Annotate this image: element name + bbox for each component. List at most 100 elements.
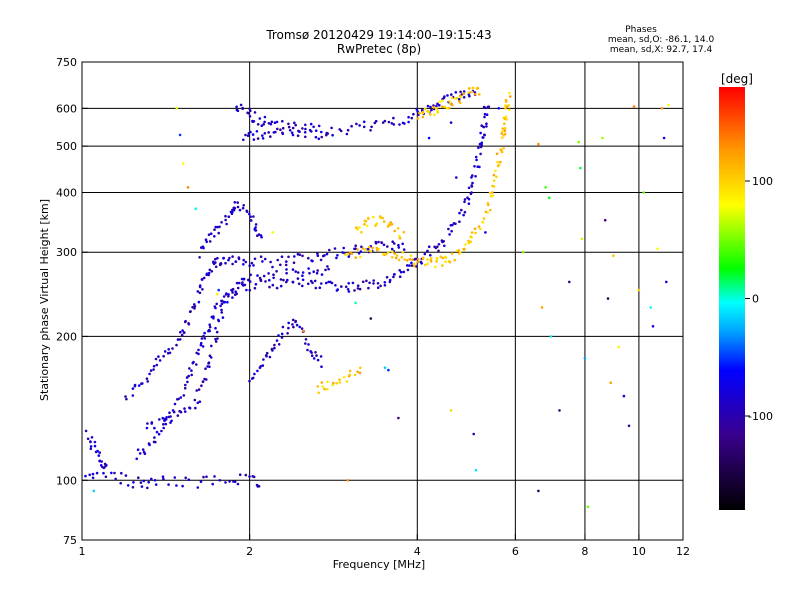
scatter-point <box>449 121 453 124</box>
echo-point <box>163 419 166 423</box>
y-tick-label: 500 <box>56 140 77 153</box>
echo-point <box>215 330 219 334</box>
echo-point <box>259 255 263 258</box>
echo-point <box>232 208 236 212</box>
scatter-point <box>617 345 620 349</box>
echo-point <box>213 228 216 231</box>
echo-point <box>285 260 288 263</box>
echo-point <box>435 104 438 108</box>
echo-point <box>220 302 224 306</box>
echo-point <box>258 117 262 120</box>
echo-point <box>238 281 241 285</box>
echo-point <box>434 265 437 269</box>
echo-point <box>345 380 349 383</box>
echo-point <box>492 179 496 182</box>
scatter-point <box>649 306 652 309</box>
scatter-point <box>186 186 190 189</box>
echo-point <box>196 290 200 293</box>
echo-point <box>501 127 505 130</box>
echo-point <box>248 475 251 478</box>
echo-point <box>162 426 165 430</box>
echo-point <box>303 131 307 134</box>
echo-point <box>258 276 262 280</box>
echo-point <box>244 133 247 137</box>
echo-point <box>386 245 389 248</box>
echo-point <box>300 327 304 330</box>
echo-point <box>201 288 204 291</box>
echo-point <box>227 258 230 262</box>
echo-point <box>383 281 387 284</box>
echo-point <box>162 354 165 358</box>
echo-point <box>358 226 361 229</box>
scatter-point <box>383 366 387 370</box>
echo-point <box>383 119 387 123</box>
echo-point <box>248 264 251 268</box>
echo-point <box>429 260 433 263</box>
echo-point <box>437 249 440 253</box>
echo-point <box>313 279 317 283</box>
echo-point <box>287 255 290 259</box>
echo-point <box>360 245 363 249</box>
echo-point <box>366 247 370 251</box>
echo-point <box>501 130 504 133</box>
echo-point <box>304 342 307 345</box>
echo-point <box>348 369 352 373</box>
echo-point <box>474 231 477 235</box>
echo-point <box>438 100 442 104</box>
echo-point <box>145 426 149 430</box>
echo-point <box>296 277 300 280</box>
echo-point <box>262 358 265 361</box>
echo-point <box>175 484 178 487</box>
echo-point <box>212 317 215 320</box>
echo-point <box>479 152 482 156</box>
echo-point <box>294 319 298 323</box>
echo-point <box>287 321 291 325</box>
echo-point <box>469 235 473 238</box>
echo-point <box>248 379 251 383</box>
scatter-point <box>662 136 666 140</box>
echo-point <box>344 253 347 256</box>
echo-point <box>262 274 266 278</box>
echo-point <box>312 125 315 129</box>
echo-point <box>199 480 203 484</box>
echo-point <box>208 354 212 358</box>
echo-point <box>426 262 430 266</box>
echo-point <box>479 131 482 135</box>
echo-point <box>198 400 202 404</box>
echo-point <box>324 268 327 272</box>
echo-point <box>256 137 260 140</box>
echo-point <box>197 388 201 391</box>
echo-point <box>316 269 320 272</box>
echo-point <box>220 311 223 314</box>
scatter-point <box>642 191 645 194</box>
echo-point <box>251 133 255 136</box>
x-tick-label: 8 <box>581 545 588 558</box>
echo-point <box>315 354 318 357</box>
echo-point <box>367 286 370 290</box>
echo-point <box>419 260 423 264</box>
echo-point <box>275 286 279 290</box>
echo-point <box>183 331 186 334</box>
echo-point <box>458 251 462 254</box>
echo-point <box>503 132 507 136</box>
echo-point <box>272 273 275 277</box>
echo-point <box>427 245 431 248</box>
echo-point <box>361 247 365 250</box>
echo-point <box>377 240 380 244</box>
echo-point <box>244 260 248 264</box>
echo-point <box>432 106 436 109</box>
echo-point <box>495 152 499 156</box>
echo-point <box>365 224 369 228</box>
echo-point <box>317 391 321 395</box>
y-tick-label: 100 <box>56 474 77 487</box>
echo-point <box>219 262 223 266</box>
scatter-point <box>603 218 607 222</box>
echo-point <box>316 358 320 362</box>
scatter-point <box>558 409 561 412</box>
echo-point <box>176 414 180 417</box>
echo-point <box>388 223 391 227</box>
echo-point <box>250 261 254 265</box>
echo-point <box>220 308 223 312</box>
echo-point <box>458 211 461 215</box>
echo-point <box>276 258 280 262</box>
